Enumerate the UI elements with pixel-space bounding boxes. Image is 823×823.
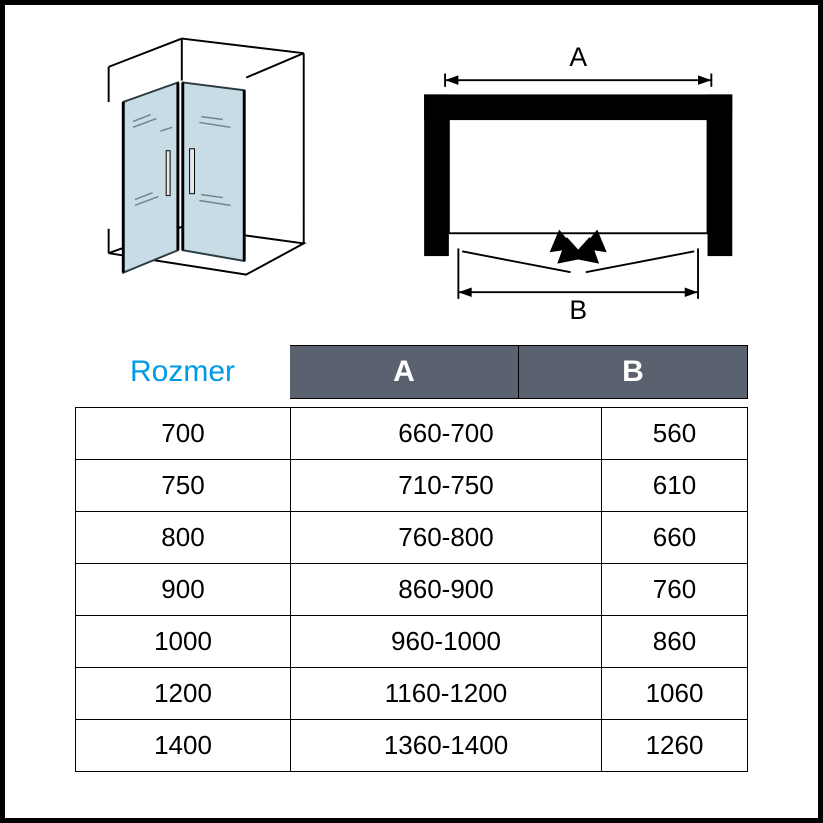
table-cell-b: 860 <box>601 616 747 668</box>
table-cell-a: 1360-1400 <box>291 720 602 772</box>
table-row: 1000960-1000860 <box>76 616 748 668</box>
table-cell-b: 1060 <box>601 668 747 720</box>
column-header-b: B <box>519 345 748 399</box>
table-cell-a: 960-1000 <box>291 616 602 668</box>
diagram-section: A <box>25 25 798 335</box>
table-row: 12001160-12001060 <box>76 668 748 720</box>
table-row: 14001360-14001260 <box>76 720 748 772</box>
top-view: A <box>388 25 768 335</box>
table-cell-b: 660 <box>601 512 747 564</box>
table-cell-b: 560 <box>601 408 747 460</box>
table-cell-a: 710-750 <box>291 460 602 512</box>
table-cell-b: 610 <box>601 460 747 512</box>
dim-label-b: B <box>569 295 587 325</box>
table-row: 900860-900760 <box>76 564 748 616</box>
dim-label-a: A <box>569 42 587 72</box>
table-cell-size: 700 <box>76 408 291 460</box>
page-frame: A <box>0 0 823 823</box>
table-cell-b: 760 <box>601 564 747 616</box>
table-cell-size: 900 <box>76 564 291 616</box>
column-header-a: A <box>290 345 519 399</box>
table-row: 800760-800660 <box>76 512 748 564</box>
isometric-view <box>55 25 348 335</box>
dimension-table: Rozmer A B 700660-700560750710-750610800… <box>25 345 798 772</box>
table-cell-size: 1000 <box>76 616 291 668</box>
table-cell-a: 1160-1200 <box>291 668 602 720</box>
table-cell-size: 1200 <box>76 668 291 720</box>
table-row: 750710-750610 <box>76 460 748 512</box>
table-cell-b: 1260 <box>601 720 747 772</box>
data-table: 700660-700560750710-750610800760-8006609… <box>75 407 748 772</box>
size-column-label: Rozmer <box>75 345 290 399</box>
table-cell-a: 660-700 <box>291 408 602 460</box>
table-row: 700660-700560 <box>76 408 748 460</box>
table-cell-size: 800 <box>76 512 291 564</box>
table-cell-a: 860-900 <box>291 564 602 616</box>
table-cell-a: 760-800 <box>291 512 602 564</box>
table-header: Rozmer A B <box>75 345 748 399</box>
table-cell-size: 750 <box>76 460 291 512</box>
table-cell-size: 1400 <box>76 720 291 772</box>
